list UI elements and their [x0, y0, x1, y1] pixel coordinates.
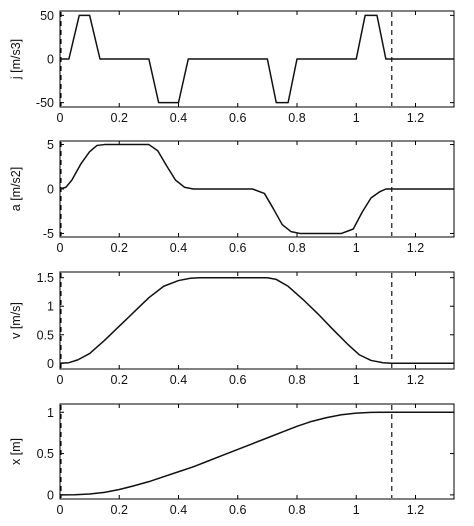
position-x-tick-label: 0.2: [111, 503, 128, 517]
velocity-series-line: [59, 276, 454, 365]
acceleration-x-tick-label: 0: [57, 241, 64, 255]
position-panel: 0 0.2 0.4 0.6 0.8 1 1.2 0 0.5 1 x [m]: [9, 403, 455, 517]
acceleration-series-line: [59, 143, 454, 235]
position-y-tick-label: 0.5: [37, 447, 54, 461]
position-y-tick-label: 1: [47, 406, 54, 420]
position-x-tick-label: 1: [353, 503, 360, 517]
jerk-x-tick-label: 1: [353, 111, 360, 125]
jerk-x-tick-label: 0.8: [288, 111, 305, 125]
velocity-x-tick-label: 0.4: [170, 373, 187, 387]
acceleration-x-tick-label: 0.2: [111, 241, 128, 255]
jerk-y-tick-label: 50: [40, 9, 54, 23]
velocity-x-tick-label: 0.6: [229, 373, 246, 387]
position-y-axis-label: x [m]: [9, 438, 23, 465]
acceleration-y-tick-label: -5: [43, 227, 54, 241]
velocity-y-tick-label: 0: [47, 357, 54, 371]
jerk-x-tick-label: 0: [57, 111, 64, 125]
velocity-x-tick-label: 0.8: [288, 373, 305, 387]
position-x-tick-label: 0.6: [229, 503, 246, 517]
velocity-y-tick-label: 1: [47, 300, 54, 314]
position-y-tick-label: 0: [47, 488, 54, 502]
jerk-series-line: [60, 14, 454, 104]
position-x-tick-label: 0.4: [170, 503, 187, 517]
velocity-plot-frame: [59, 271, 455, 370]
jerk-y-axis-label: j [m/s3]: [9, 39, 23, 80]
acceleration-x-tick-label: 1: [353, 241, 360, 255]
velocity-x-tick-label: 1: [353, 373, 360, 387]
position-x-tick-label: 1.2: [407, 503, 424, 517]
position-series-line: [59, 411, 454, 496]
position-x-tick-label: 0: [57, 503, 64, 517]
jerk-y-tick-label: 0: [47, 53, 54, 67]
jerk-x-tick-label: 0.2: [111, 111, 128, 125]
velocity-y-tick-label: 1.5: [37, 271, 54, 285]
acceleration-x-tick-label: 1.2: [407, 241, 424, 255]
position-x-tick-label: 0.8: [288, 503, 305, 517]
acceleration-y-tick-label: 5: [47, 138, 54, 152]
position-plot-frame: [59, 403, 455, 500]
velocity-panel: 0 0.2 0.4 0.6 0.8 1 1.2 0 0.5 1 1.5 v [m/s]: [9, 271, 455, 387]
acceleration-y-tick-label: 0: [47, 183, 54, 197]
jerk-x-tick-label: 0.6: [229, 111, 246, 125]
velocity-y-axis-label: v [m/s]: [9, 302, 23, 339]
velocity-x-tick-label: 0: [57, 373, 64, 387]
jerk-x-tick-label: 1.2: [407, 111, 424, 125]
acceleration-x-tick-label: 0.6: [229, 241, 246, 255]
velocity-y-tick-label: 0.5: [37, 328, 54, 342]
acceleration-x-tick-label: 0.8: [288, 241, 305, 255]
jerk-y-tick-label: -50: [36, 96, 54, 110]
acceleration-y-axis-label: a [m/s2]: [9, 167, 23, 211]
velocity-x-tick-label: 1.2: [407, 373, 424, 387]
jerk-x-tick-label: 0.4: [170, 111, 187, 125]
acceleration-x-tick-label: 0.4: [170, 241, 187, 255]
velocity-x-tick-label: 0.2: [111, 373, 128, 387]
